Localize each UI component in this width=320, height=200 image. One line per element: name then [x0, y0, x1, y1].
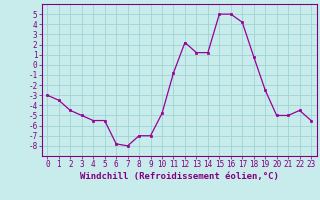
X-axis label: Windchill (Refroidissement éolien,°C): Windchill (Refroidissement éolien,°C) — [80, 172, 279, 181]
